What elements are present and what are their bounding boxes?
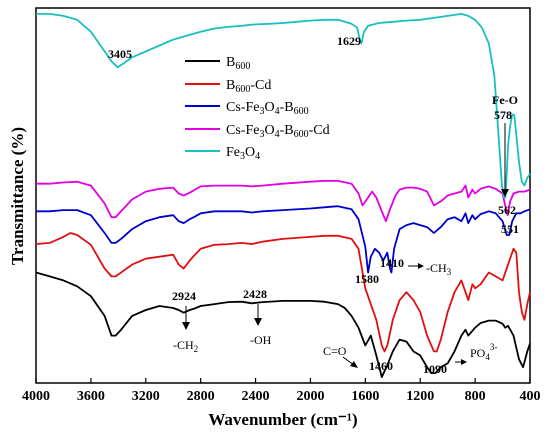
x-tick-label-400: 400	[520, 389, 541, 404]
arrow-po4-head	[461, 359, 467, 365]
annotation-co: C=O	[323, 344, 347, 358]
legend-item-b600-cd: B600-Cd	[185, 78, 271, 95]
series-line-b600-cd	[35, 232, 531, 353]
x-axis-title: Wavenumber (cm⁻¹)	[208, 410, 357, 429]
legend-item-cs-fe3o4-b600: Cs-Fe3O4-B600	[185, 100, 309, 117]
series-line-fe3o4	[36, 13, 531, 199]
plot-frame	[35, 7, 531, 384]
annotation-ch2: -CH2	[173, 338, 198, 354]
annotation-551: 551	[501, 222, 519, 236]
annotation-1580: 1580	[355, 272, 379, 286]
annotation-1090: 1090	[423, 362, 447, 376]
legend-label-cs-fe3o4-b600: Cs-Fe3O4-B600	[226, 100, 309, 117]
x-tick-label-3600: 3600	[77, 389, 105, 404]
annotation-fe-o: Fe-O	[492, 93, 518, 107]
legend-label-cs-fe3o4-b600-cd: Cs-Fe3O4-B600-Cd	[226, 123, 330, 140]
arrow-578-head	[501, 189, 509, 197]
annotation-3405: 3405	[108, 47, 132, 61]
legend-item-cs-fe3o4-b600-cd: Cs-Fe3O4-B600-Cd	[185, 123, 330, 140]
series-line-cs-fe3o4-b600	[36, 205, 531, 274]
x-tick-label-4000: 4000	[22, 389, 50, 404]
legend-item-b600: B600	[185, 55, 250, 72]
annotation-562: 562	[498, 203, 516, 217]
annotation-2924: 2924	[172, 289, 196, 303]
legend-label-b600-cd: B600-Cd	[226, 78, 271, 95]
legend: B600 B600-Cd Cs-Fe3O4-B600 Cs-Fe3O4-B600…	[185, 55, 330, 162]
annotation-2428: 2428	[243, 287, 267, 301]
x-tick-label-3200: 3200	[132, 389, 160, 404]
annotation-oh: -OH	[250, 333, 272, 347]
x-axis-ticks	[35, 378, 531, 383]
x-tick-label-800: 800	[465, 389, 486, 404]
x-tick-label-2000: 2000	[296, 389, 324, 404]
annotation-po4: PO43-	[470, 342, 497, 362]
annotation-578: 578	[494, 108, 512, 122]
arrow-co-head	[350, 361, 358, 368]
x-axis-tick-labels: 4000 3600 3200 2800 2400 2000 1600 1200 800 400	[22, 389, 541, 404]
annotation-1460: 1460	[369, 359, 393, 373]
series-lines	[35, 13, 531, 378]
arrow-ch3-head	[418, 263, 424, 269]
peak-annotations: 3405 1629 Fe-O 578 562 551 1580 1410 -CH…	[108, 34, 519, 376]
legend-label-fe3o4: Fe3O4	[226, 145, 260, 162]
x-tick-label-2800: 2800	[187, 389, 215, 404]
arrow-ch2-head	[182, 322, 190, 330]
arrow-oh-head	[254, 318, 262, 326]
annotation-1410: 1410	[380, 256, 404, 270]
x-tick-label-1200: 1200	[406, 389, 434, 404]
series-line-b600	[35, 271, 531, 378]
legend-item-fe3o4: Fe3O4	[185, 145, 260, 162]
x-tick-label-1600: 1600	[351, 389, 379, 404]
x-tick-label-2400: 2400	[242, 389, 270, 404]
legend-label-b600: B600	[226, 55, 250, 72]
y-axis-title: Transmittance (%)	[8, 127, 27, 265]
annotation-ch3: -CH3	[426, 261, 452, 277]
series-line-cs-fe3o4-b600-cd	[36, 180, 531, 223]
annotation-1629: 1629	[337, 34, 361, 48]
